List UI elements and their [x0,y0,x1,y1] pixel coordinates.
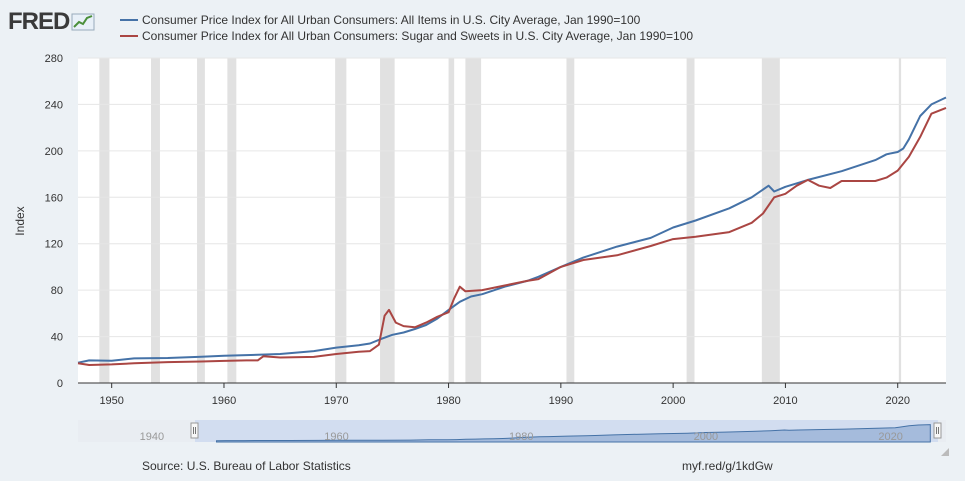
y-tick-label-280: 280 [45,53,63,65]
navigator-selection[interactable] [195,420,938,442]
recession-band-2 [197,58,205,383]
navigator-left-handle[interactable] [190,422,199,439]
plot-background [78,58,946,383]
legend-swatch-all-items [120,19,138,21]
expand-icon[interactable] [940,447,950,457]
fred-logo-text: FRED [8,8,70,35]
y-tick-label-40: 40 [51,332,63,344]
y-tick-label-200: 200 [45,146,63,158]
recession-band-5 [380,58,395,383]
x-tick-label-1980: 1980 [436,395,460,407]
recession-band-7 [465,58,482,383]
x-tick-label-1970: 1970 [324,395,348,407]
y-tick-label-120: 120 [45,239,63,251]
source-note: Source: U.S. Bureau of Labor Statistics [142,459,351,473]
x-tick-label-1950: 1950 [99,395,123,407]
x-tick-label-1990: 1990 [549,395,573,407]
fred-logo-chart-icon [71,13,95,31]
series-lines [77,96,947,366]
y-tick-label-0: 0 [57,378,63,390]
recession-band-11 [898,58,902,383]
legend-item-sugar-sweets[interactable]: Consumer Price Index for All Urban Consu… [120,28,693,44]
recession-bands [99,58,902,383]
grid-lines [78,57,946,338]
y-tick-label-80: 80 [51,285,63,297]
recession-band-1 [150,58,160,383]
series-line-0 [77,96,947,364]
recession-band-9 [686,58,695,383]
navigator-labels: 1940 1960 1980 2000 2020 [140,431,903,443]
x-tick-label-2010: 2010 [773,395,797,407]
navigator-label-1940: 1940 [140,431,164,443]
series-line-1 [77,106,947,366]
navigator-label-2000: 2000 [694,431,718,443]
y-axis-label: Index [13,206,27,235]
recession-band-4 [335,58,347,383]
y-tick-label-160: 160 [45,192,63,204]
navigator-series [216,424,931,443]
recession-band-6 [448,58,455,383]
x-tick-label-2000: 2000 [661,395,685,407]
y-axis-ticks: 0 40 80 120 160 200 240 280 [45,53,63,390]
recession-band-8 [566,58,575,383]
x-tick-label-1960: 1960 [212,395,236,407]
navigator-right-handle[interactable] [933,422,942,439]
x-tick-label-2020: 2020 [885,395,909,407]
recession-band-0 [99,58,110,383]
range-navigator[interactable]: 1940 1960 1980 2000 2020 [78,420,946,443]
y-tick-label-240: 240 [45,99,63,111]
recession-band-3 [227,58,237,383]
short-url-link[interactable]: myf.red/g/1kdGw [682,459,773,473]
legend-swatch-sugar-sweets [120,35,138,37]
recession-band-10 [761,58,780,383]
legend-label-all-items: Consumer Price Index for All Urban Consu… [142,13,641,27]
legend-item-all-items[interactable]: Consumer Price Index for All Urban Consu… [120,12,693,28]
fred-logo[interactable]: FRED [8,8,95,36]
navigator-label-1980: 1980 [509,431,533,443]
navigator-label-1960: 1960 [324,431,348,443]
x-axis-ticks: 1950 1960 1970 1980 1990 2000 2010 2020 [99,383,910,407]
navigator-label-2020: 2020 [878,431,902,443]
legend-label-sugar-sweets: Consumer Price Index for All Urban Consu… [142,29,694,43]
chart-legend: Consumer Price Index for All Urban Consu… [120,12,693,44]
